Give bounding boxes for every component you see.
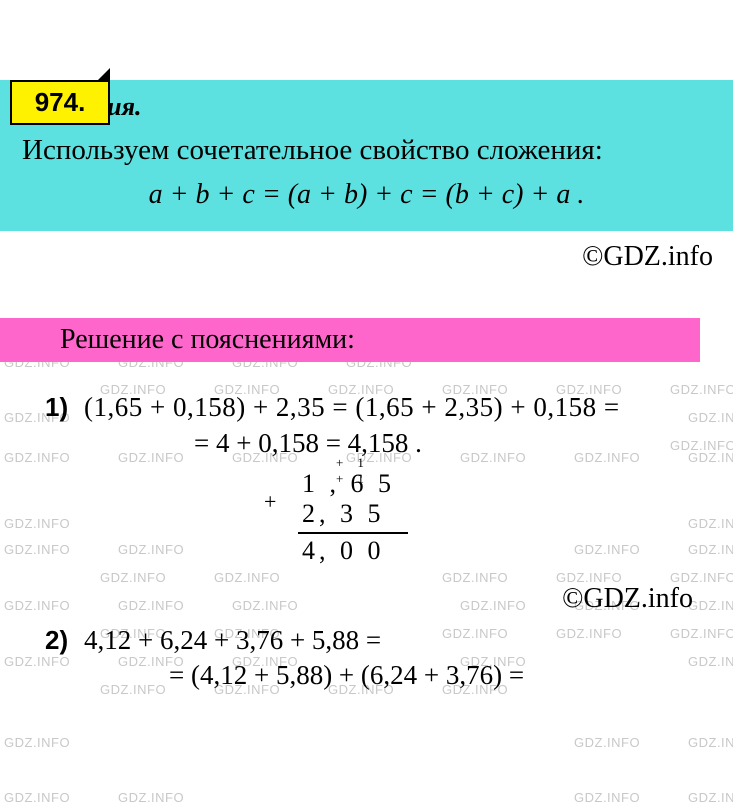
solution-item-1: 1) (1,65 + 0,158) + 2,35 = (1,65 + 2,35)… (20, 392, 713, 566)
column-addition: +1 +1 + 1 , 6 5 2, 3 5 4, 0 0 (284, 469, 424, 566)
watermark: GDZ.INFO (574, 790, 640, 805)
badge-fold-icon (96, 68, 110, 82)
watermark: GDZ.INFO (4, 790, 70, 805)
sum-line: 4, 0 0 (298, 532, 408, 566)
copyright-text-2: ©GDZ.info (20, 581, 713, 625)
theory-text: Используем сочетательное свойство сложен… (20, 130, 713, 171)
addend-row-2: 2, 3 5 (284, 499, 424, 529)
carry-marks: +1 +1 (336, 455, 424, 487)
item-1-line1: (1,65 + 0,158) + 2,35 = (1,65 + 2,35) + … (84, 392, 620, 423)
item-number-1: 1) (20, 392, 80, 423)
item-2-math: 4,12 + 6,24 + 3,76 + 5,88 = = (4,12 + 5,… (84, 625, 524, 691)
theory-title: Теория. (55, 92, 713, 122)
watermark: GDZ.INFO (688, 790, 733, 805)
problem-number: 974. (35, 87, 86, 118)
item-1-math: (1,65 + 0,158) + 2,35 = (1,65 + 2,35) + … (84, 392, 620, 566)
watermark: GDZ.INFO (688, 735, 733, 750)
content-layer: 974. Теория. Используем сочетательное св… (0, 80, 733, 691)
item-number-2: 2) (20, 625, 80, 656)
copyright-text: ©GDZ.info (0, 231, 733, 273)
plus-sign: + (264, 489, 276, 515)
solution-body: 1) (1,65 + 0,158) + 2,35 = (1,65 + 2,35)… (0, 362, 733, 691)
theory-formula: a + b + c = (a + b) + c = (b + c) + a . (20, 179, 713, 211)
item-2-line2: = (4,12 + 5,88) + (6,24 + 3,76) = (169, 660, 524, 691)
sum-result: 4, 0 0 (298, 536, 408, 566)
watermark: GDZ.INFO (574, 735, 640, 750)
watermark: GDZ.INFO (4, 735, 70, 750)
problem-number-badge: 974. (10, 80, 110, 125)
solution-item-2: 2) 4,12 + 6,24 + 3,76 + 5,88 = = (4,12 +… (20, 625, 713, 691)
item-2-line1: 4,12 + 6,24 + 3,76 + 5,88 = (84, 625, 524, 656)
solution-header: Решение с пояснениями: (0, 318, 700, 362)
watermark: GDZ.INFO (118, 790, 184, 805)
